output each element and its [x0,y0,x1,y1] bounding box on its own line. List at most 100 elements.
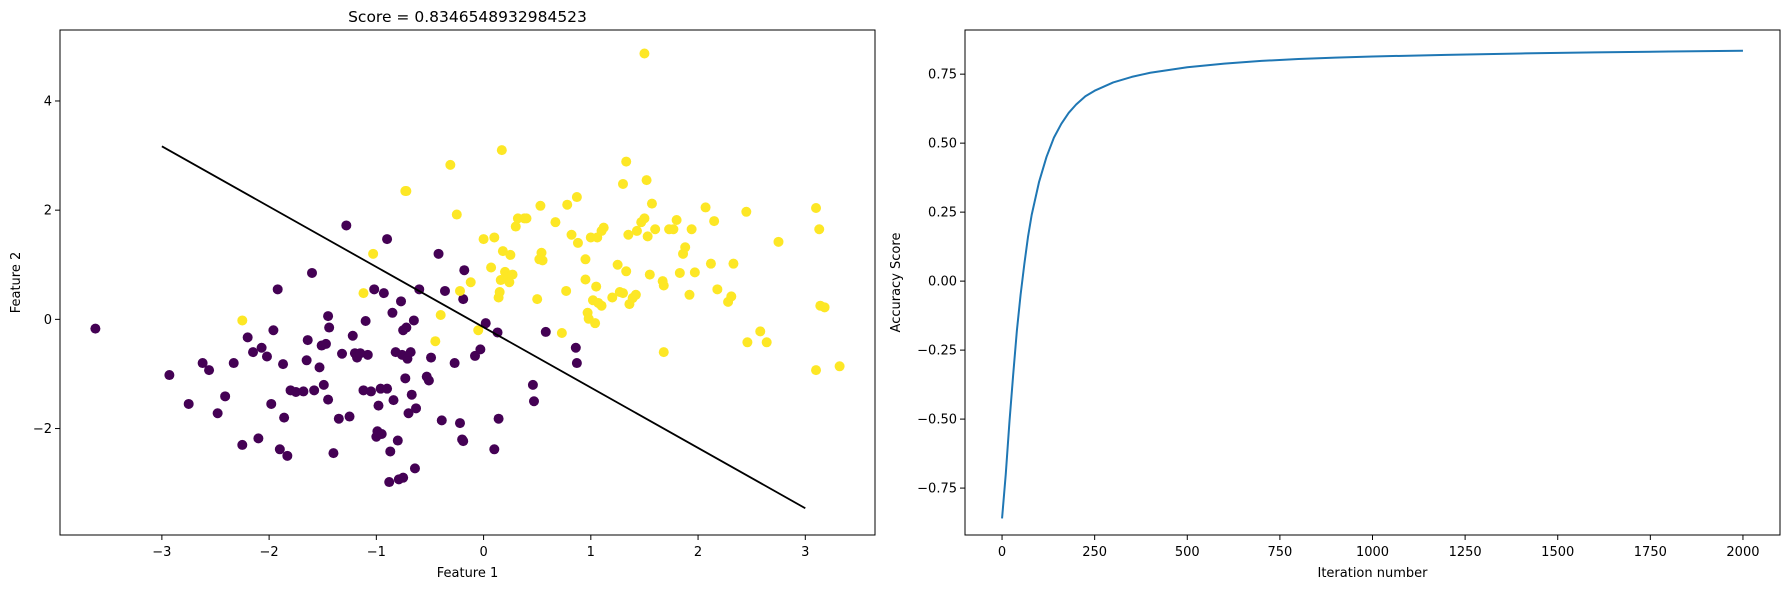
scatter-point-class-0 [318,379,329,390]
scatter-point-class-1 [617,288,628,299]
scatter-point-class-0 [570,342,581,353]
scatter-point-class-1 [535,200,546,211]
scatter-point-class-1 [536,247,547,258]
scatter-point-class-1 [834,361,845,372]
scatter-point-class-0 [406,389,417,400]
scatter-point-class-1 [358,288,369,299]
scatter-ytick-label: 0 [44,313,52,328]
scatter-point-class-1 [401,186,412,197]
scatter-ytick-label: 4 [44,94,52,109]
scatter-point-class-1 [728,258,739,269]
scatter-point-class-0 [396,296,407,307]
accuracy-xtick-label: 1500 [1541,545,1574,560]
scatter-point-class-0 [256,342,267,353]
scatter-axes-frame [59,29,876,536]
scatter-xtick-label: −2 [260,545,279,560]
scatter-point-class-1 [451,209,462,220]
scatter-point-class-1 [454,285,465,296]
scatter-ytick-label: −2 [33,422,52,437]
accuracy-ytick-label: 0.75 [928,68,957,83]
scatter-point-class-1 [621,156,632,167]
scatter-point-class-0 [382,234,393,245]
scatter-xtick-label: −1 [367,545,386,560]
scatter-point-class-0 [439,285,450,296]
scatter-point-class-0 [365,386,376,397]
scatter-point-class-1 [607,292,618,303]
scatter-point-class-1 [671,214,682,225]
scatter-point-class-1 [497,246,508,257]
accuracy-xlabel: Iteration number [1317,566,1428,581]
scatter-point-class-1 [617,178,628,189]
scatter-point-class-0 [360,315,371,326]
scatter-point-class-1 [489,232,500,243]
scatter-point-class-1 [646,198,657,209]
scatter-xtick-label: −3 [152,545,171,560]
scatter-marks [90,48,845,510]
scatter-point-class-0 [328,448,339,459]
scatter-point-class-0 [309,385,320,396]
scatter-point-class-1 [621,266,632,277]
scatter-xlabel: Feature 1 [437,566,499,581]
scatter-point-class-1 [591,281,602,292]
scatter-point-class-0 [528,396,539,407]
accuracy-marks [1001,49,1743,519]
scatter-point-class-1 [684,289,695,300]
scatter-point-class-1 [494,287,505,298]
scatter-point-class-1 [561,285,572,296]
scatter-point-class-0 [220,391,231,402]
scatter-point-class-0 [278,359,289,370]
accuracy-xtick-label: 500 [1175,545,1200,560]
scatter-point-class-1 [596,300,607,311]
accuracy-xtick-label: 2000 [1726,545,1759,560]
scatter-point-class-0 [314,362,325,373]
scatter-point-class-0 [183,398,194,409]
scatter-point-class-1 [580,274,591,285]
scatter-ytick-label: 2 [44,204,52,219]
scatter-point-class-1 [755,326,766,337]
scatter-point-class-0 [480,318,491,329]
scatter-point-class-0 [388,395,399,406]
scatter-point-class-0 [436,415,447,426]
scatter-point-class-1 [658,347,669,358]
scatter-point-class-0 [409,463,420,474]
scatter-point-class-0 [279,412,290,423]
scatter-point-class-1 [465,277,476,288]
accuracy-ytick-label: −0.50 [917,413,957,428]
scatter-point-class-0 [274,444,285,455]
scatter-point-class-1 [368,248,379,259]
scatter-point-class-1 [726,291,737,302]
scatter-point-class-0 [411,403,422,414]
accuracy-xtick-label: 0 [998,545,1006,560]
scatter-point-class-0 [164,370,175,381]
accuracy-xtick-label: 250 [1082,545,1107,560]
scatter-point-class-0 [320,338,331,349]
accuracy-ytick-label: −0.75 [917,482,957,497]
scatter-point-class-1 [504,277,515,288]
scatter-point-class-1 [572,237,583,248]
scatter-point-class-0 [212,408,223,419]
scatter-point-class-1 [505,249,516,260]
scatter-point-class-1 [705,258,716,269]
scatter-point-class-0 [540,326,551,337]
scatter-point-class-0 [302,335,313,346]
scatter-point-class-0 [324,322,335,333]
scatter-point-class-1 [644,269,655,280]
scatter-point-class-1 [639,213,650,224]
scatter-point-class-0 [358,385,369,396]
scatter-point-class-0 [301,355,312,366]
scatter-point-class-1 [473,325,484,336]
accuracy-ytick-label: 0.00 [928,275,957,290]
scatter-point-class-0 [228,358,239,369]
scatter-point-class-1 [639,48,650,59]
scatter-point-class-1 [811,202,822,213]
scatter-point-class-1 [486,262,497,273]
scatter-point-class-1 [650,224,661,235]
scatter-point-class-0 [408,315,419,326]
scatter-point-class-0 [423,375,434,386]
scatter-point-class-1 [658,280,669,291]
scatter-xtick-label: 0 [479,545,487,560]
scatter-point-class-0 [382,383,393,394]
scatter-point-class-0 [344,411,355,422]
scatter-point-class-0 [272,284,283,295]
scatter-point-class-0 [242,332,253,343]
